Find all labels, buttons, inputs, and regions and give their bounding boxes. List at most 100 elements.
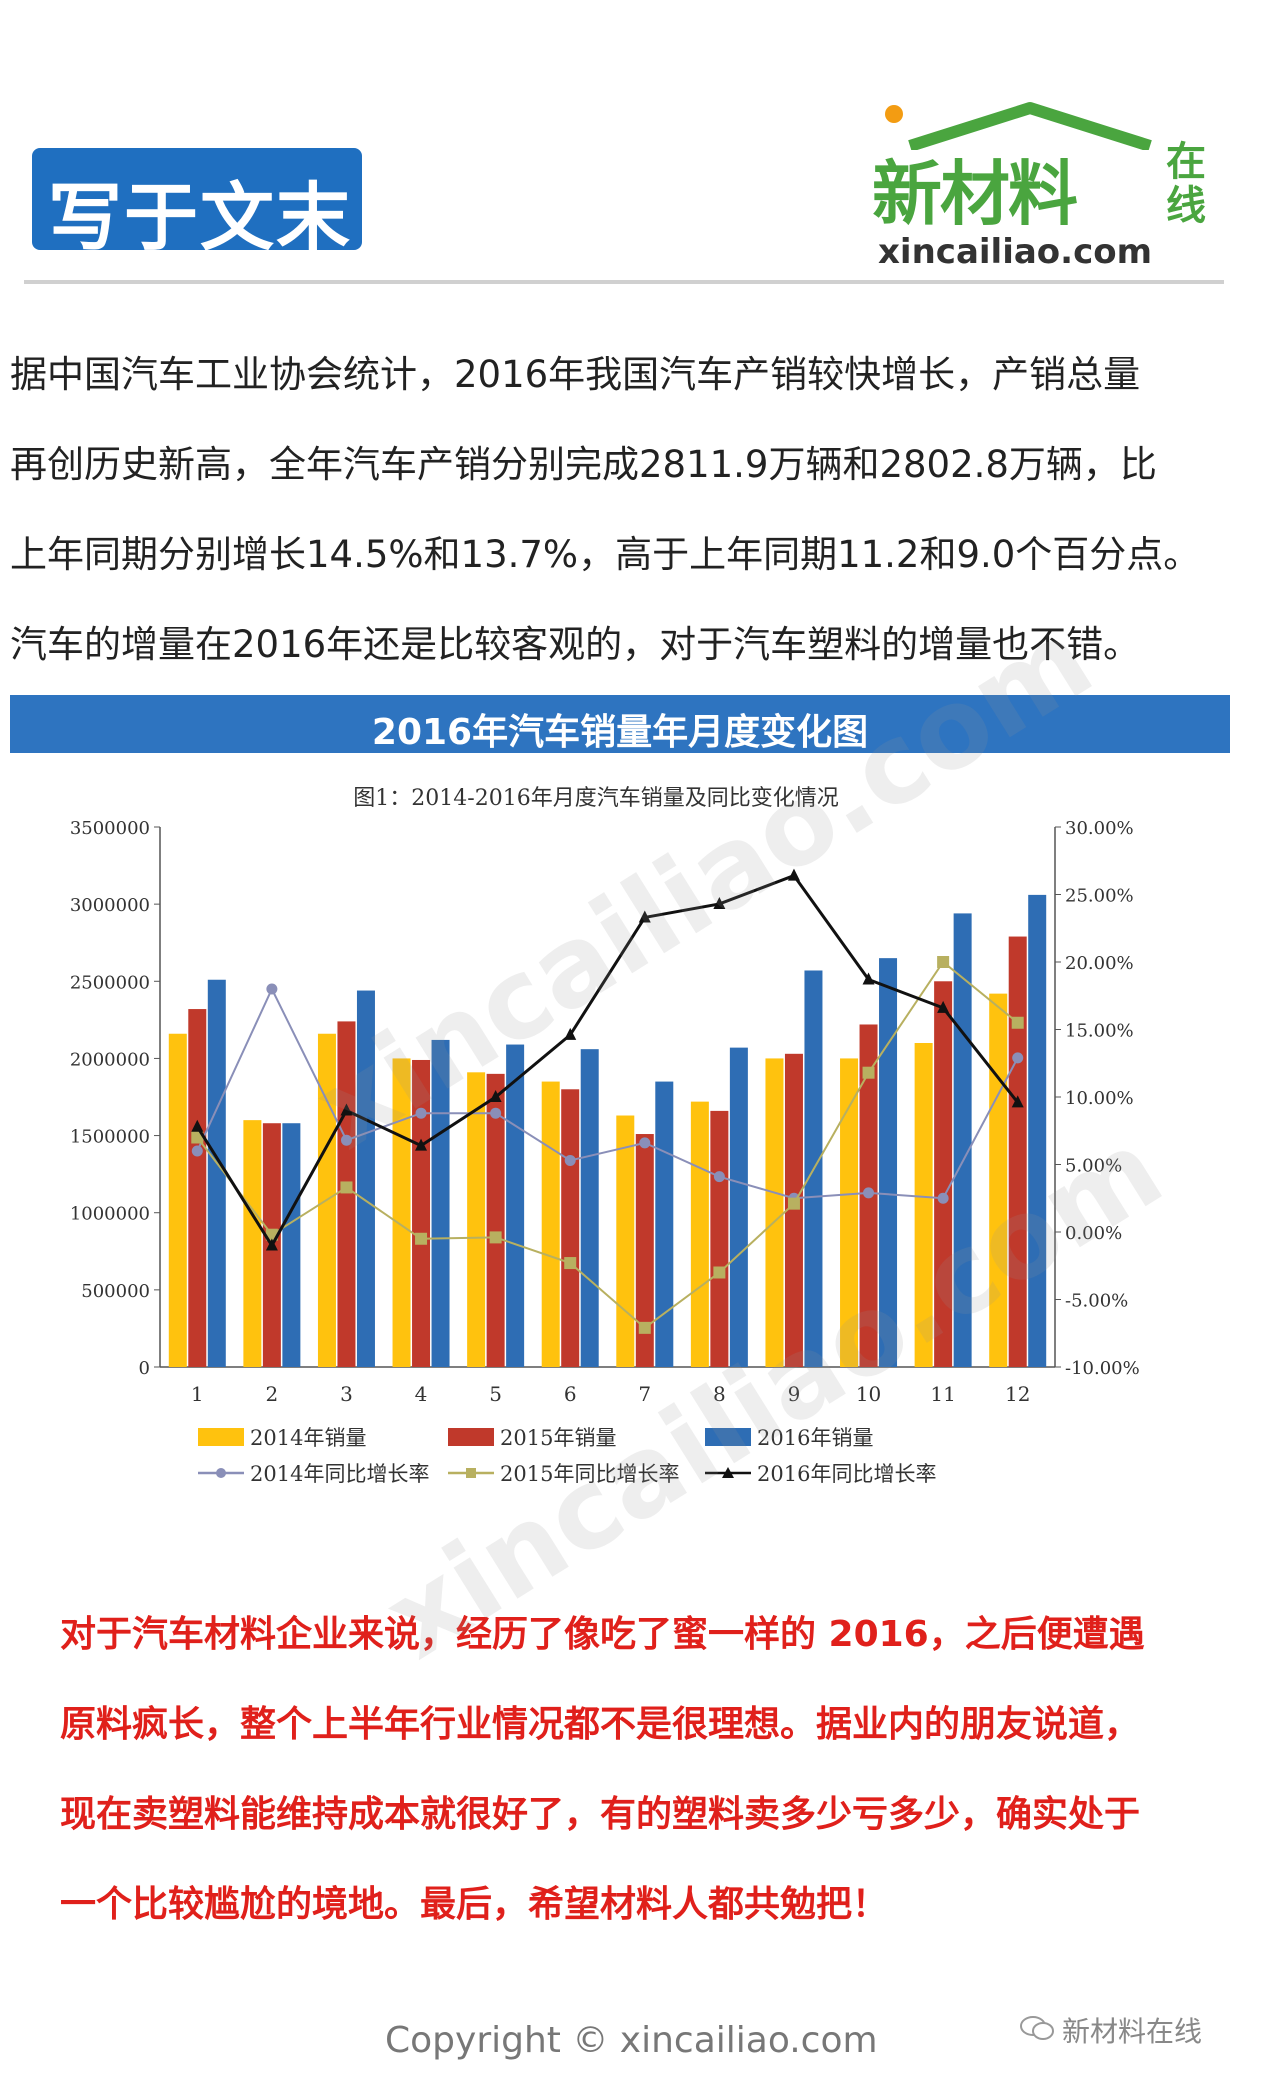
x-tick-label: 9	[788, 1382, 801, 1406]
section-badge: 写于文末	[32, 148, 362, 261]
closing-line: 对于汽车材料企业来说，经历了像吃了蜜一样的 2016，之后便遭遇	[60, 1614, 1145, 1655]
point-2014年同比增长率	[415, 1107, 427, 1119]
bar-2014年销量	[765, 1058, 784, 1367]
point-2014年同比增长率	[564, 1154, 576, 1166]
bar-2014年销量	[168, 1033, 187, 1367]
chart-banner: 2016年汽车销量年月度变化图	[10, 695, 1230, 753]
bar-2016年销量	[506, 1044, 525, 1367]
point-2014年同比增长率	[713, 1171, 725, 1183]
bar-2016年销量	[356, 990, 375, 1367]
bar-2015年销量	[1008, 936, 1027, 1367]
x-tick-label: 11	[930, 1382, 955, 1406]
closing-paragraph: 对于汽车材料企业来说，经历了像吃了蜜一样的 2016，之后便遭遇 原料疯长，整个…	[60, 1590, 1260, 1950]
line-2015年同比增长率	[196, 960, 1019, 1330]
bar-2016年销量	[580, 1049, 599, 1367]
bar-2014年销量	[989, 993, 1008, 1367]
y-tick-label: 2000000	[70, 1049, 150, 1070]
point-2016年同比增长率	[787, 868, 800, 881]
bar-2015年销量	[337, 1021, 356, 1367]
y-tick-label: 2500000	[70, 972, 150, 993]
point-2014年同比增长率	[340, 1134, 352, 1146]
bar-2014年销量	[690, 1101, 709, 1367]
point-2015年同比增长率	[340, 1181, 353, 1194]
sales-chart: 图1：2014-2016年月度汽车销量及同比变化情况 0 500000 1000000…	[70, 786, 1140, 1486]
x-tick-label: 7	[638, 1382, 651, 1406]
x-tick-label: 2	[266, 1382, 279, 1406]
point-2015年同比增长率	[862, 1066, 875, 1079]
point-2014年同比增长率	[1012, 1052, 1024, 1064]
bar-2015年销量	[561, 1089, 580, 1367]
y2-tick-label: 5.00%	[1065, 1156, 1122, 1177]
y2-tick-label: -5.00%	[1065, 1291, 1128, 1312]
logo-name: 新材料	[872, 153, 1078, 235]
bar-2014年销量	[243, 1120, 262, 1367]
y2-tick-label: 0.00%	[1065, 1223, 1122, 1244]
bar-2016年销量	[655, 1081, 674, 1367]
y2-tick-label: 20.00%	[1065, 953, 1134, 974]
point-2015年同比增长率	[638, 1321, 651, 1334]
bar-2016年销量	[879, 958, 898, 1367]
point-2014年同比增长率	[639, 1137, 651, 1149]
y2-tick-label: 30.00%	[1065, 818, 1134, 839]
point-2016年同比增长率	[415, 1138, 428, 1151]
intro-line: 据中国汽车工业协会统计，2016年我国汽车产销较快增长，产销总量	[10, 353, 1141, 396]
wechat-icon	[1020, 2015, 1054, 2048]
legend-label: 2014年销量	[250, 1426, 366, 1450]
legend-label: 2014年同比增长率	[250, 1462, 429, 1486]
y2-tick-label: 15.00%	[1065, 1021, 1134, 1042]
legend-label: 2015年销量	[500, 1426, 616, 1450]
intro-line: 再创历史新高，全年汽车产销分别完成2811.9万辆和2802.8万辆，比	[10, 443, 1157, 486]
closing-line: 现在卖塑料能维持成本就很好了，有的塑料卖多少亏多少，确实处于	[60, 1794, 1141, 1835]
y-tick-label: 1500000	[70, 1127, 150, 1148]
bar-2014年销量	[616, 1115, 635, 1367]
legend-label: 2016年同比增长率	[757, 1462, 936, 1486]
section-badge-label: 写于文末	[48, 175, 352, 261]
bar-2016年销量	[431, 1039, 450, 1367]
bar-2016年销量	[953, 913, 972, 1367]
point-2016年同比增长率	[862, 972, 875, 985]
logo-tag: 在线	[1166, 139, 1206, 229]
point-2014年同比增长率	[490, 1107, 502, 1119]
x-tick-label: 4	[415, 1382, 428, 1406]
x-tick-label: 5	[489, 1382, 502, 1406]
bar-2015年销量	[188, 1009, 207, 1367]
y-tick-label: 3000000	[70, 895, 150, 916]
x-tick-label: 3	[340, 1382, 353, 1406]
line-2014年同比增长率	[196, 986, 1019, 1200]
point-2015年同比增长率	[191, 1131, 204, 1144]
point-2015年同比增长率	[564, 1257, 577, 1270]
bar-2014年销量	[541, 1081, 560, 1367]
legend-swatch	[198, 1428, 244, 1446]
x-tick-label: 6	[564, 1382, 577, 1406]
chart-banner-title: 2016年汽车销量年月度变化图	[371, 712, 869, 753]
bar-2016年销量	[207, 979, 226, 1367]
y-tick-label: 3500000	[70, 818, 150, 839]
point-2016年同比增长率	[638, 910, 651, 923]
legend-label: 2016年销量	[757, 1426, 873, 1450]
point-2014年同比增长率	[191, 1145, 203, 1157]
bar-2015年销量	[486, 1073, 505, 1367]
house-roof-icon	[885, 102, 1152, 150]
point-2016年同比增长率	[191, 1119, 204, 1132]
point-2015年同比增长率	[787, 1197, 800, 1210]
point-2016年同比增长率	[937, 1000, 950, 1013]
y-tick-label: 500000	[81, 1281, 150, 1302]
chart-title: 图1：2014-2016年月度汽车销量及同比变化情况	[353, 786, 838, 811]
brand-logo: 新材料 在线 xincailiao.com	[860, 100, 1220, 272]
bar-2015年销量	[635, 1134, 654, 1367]
legend-marker	[722, 1467, 734, 1478]
point-2016年同比增长率	[265, 1238, 278, 1251]
intro-line: 上年同期分别增长14.5%和13.7%，高于上年同期11.2和9.0个百分点。	[10, 533, 1201, 576]
x-tick-label: 1	[191, 1382, 204, 1406]
point-2015年同比增长率	[713, 1266, 726, 1279]
x-tick-label: 10	[856, 1382, 881, 1406]
bar-2015年销量	[710, 1110, 729, 1367]
bar-2015年销量	[784, 1053, 803, 1367]
intro-paragraph: 据中国汽车工业协会统计，2016年我国汽车产销较快增长，产销总量 再创历史新高，…	[10, 330, 1260, 690]
header-divider	[24, 280, 1224, 284]
legend-label: 2015年同比增长率	[500, 1462, 679, 1486]
point-2015年同比增长率	[1011, 1016, 1024, 1029]
bar-2014年销量	[914, 1043, 933, 1367]
copyright-notice: Copyright © xincailiao.com	[385, 2020, 878, 2061]
x-tick-label: 8	[713, 1382, 726, 1406]
